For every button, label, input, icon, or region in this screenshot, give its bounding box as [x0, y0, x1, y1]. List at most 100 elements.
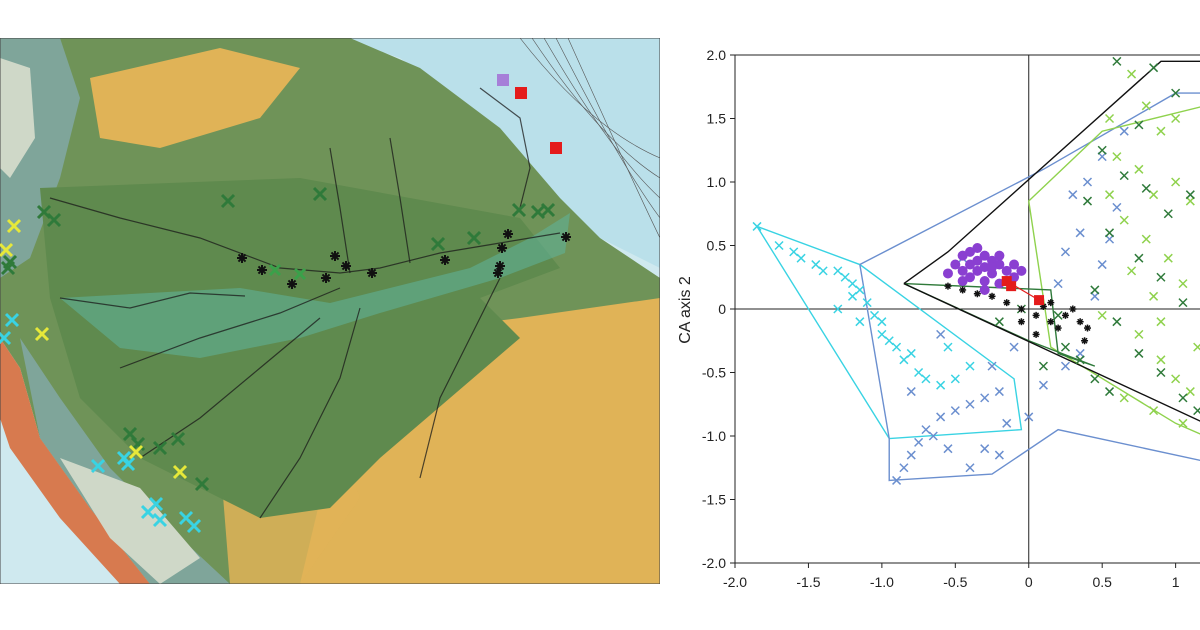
point-x-dark_green [1082, 196, 1093, 206]
map-star-marker [330, 251, 340, 261]
map-star-marker [495, 261, 505, 271]
point-x-blue [1119, 126, 1129, 136]
x-tick-label: -0.5 [943, 574, 967, 590]
river-line [139, 317, 321, 459]
map-x-marker [0, 242, 14, 258]
y-tick-label: -0.5 [702, 365, 726, 381]
point-x-dark_green [1038, 361, 1048, 371]
point-x-dark_green [1163, 209, 1173, 219]
point-x-cyan [840, 272, 850, 282]
point-x-blue [965, 463, 975, 473]
point-x-light_green [1112, 152, 1122, 162]
point-x-light_green [1149, 291, 1159, 301]
y-tick-label: 0.5 [707, 238, 727, 254]
point-star-black [1032, 311, 1040, 319]
point-x-light_green [1171, 374, 1181, 384]
point-x-light_green [1119, 215, 1129, 225]
point-x-cyan [943, 342, 953, 352]
point-x-blue [987, 361, 997, 371]
point-x-blue [906, 387, 916, 397]
point-x-cyan [877, 317, 887, 327]
point-x-dark_green [1156, 272, 1166, 282]
point-x-blue [1053, 279, 1063, 289]
map-x-marker [6, 218, 22, 234]
point-x-blue [899, 463, 909, 473]
point-x-dark_green [1178, 393, 1188, 403]
point-x-dark_green [1097, 145, 1107, 155]
andes-coast [0, 338, 150, 584]
point-x-light_green [1156, 355, 1166, 365]
point-x-cyan [855, 285, 865, 295]
map-square-marker [550, 142, 562, 154]
river-line [329, 147, 351, 274]
point-x-light_green [1149, 190, 1159, 200]
point-x-cyan [884, 336, 894, 346]
river-line [59, 292, 246, 309]
point-x-blue [994, 450, 1004, 460]
point-x-light_green [1156, 126, 1166, 136]
point-circle-purple [979, 250, 990, 261]
point-x-light_green [1178, 279, 1188, 289]
point-x-cyan [862, 298, 872, 308]
map-star-marker [561, 232, 571, 242]
map-x-marker [128, 444, 144, 460]
point-circle-purple [1016, 265, 1027, 276]
point-circle-purple [972, 265, 983, 276]
y-tick-label: 0 [718, 301, 726, 317]
floodplain [60, 213, 570, 358]
point-circle-purple [979, 276, 990, 287]
point-x-light_green [1097, 310, 1107, 320]
x-tick-label: -1.0 [870, 574, 894, 590]
point-star-black [1032, 330, 1040, 338]
map-x-marker [312, 186, 328, 202]
point-star-black [1054, 324, 1062, 332]
point-x-blue [1075, 228, 1085, 238]
point-x-blue [965, 399, 975, 409]
point-circle-purple [1009, 259, 1020, 270]
point-x-cyan [855, 317, 865, 327]
point-x-blue [1038, 380, 1048, 390]
map-star-marker [257, 265, 267, 275]
point-x-blue [914, 437, 924, 447]
point-circle-purple [965, 272, 975, 283]
river-line [389, 137, 411, 264]
point-x-dark_green [1075, 355, 1085, 365]
point-x-cyan [892, 342, 902, 352]
map-x-marker [34, 326, 50, 342]
map-x-marker [4, 312, 20, 328]
point-x-cyan [811, 260, 821, 270]
point-x-blue [980, 393, 990, 403]
point-x-blue [1009, 342, 1019, 352]
map-x-marker [152, 440, 168, 456]
point-x-light_green [1163, 253, 1173, 263]
point-x-dark_green [1105, 228, 1115, 238]
point-x-cyan [936, 380, 946, 390]
point-x-dark_green [1112, 317, 1122, 327]
point-circle-purple [957, 276, 968, 287]
bathymetry-contour [567, 38, 660, 239]
point-x-cyan [796, 253, 806, 263]
x-tick-label: -1.5 [796, 574, 820, 590]
andes-highlands [60, 458, 200, 584]
point-x-blue [1097, 260, 1107, 270]
point-star-black [1017, 305, 1025, 313]
bathymetry-contour [555, 38, 660, 219]
point-x-blue [943, 444, 953, 454]
point-circle-purple [979, 284, 990, 295]
point-circle-purple [1001, 265, 1012, 276]
hull-blue [859, 92, 1200, 482]
red-link-line [1006, 280, 1040, 301]
point-x-light_green [1149, 406, 1159, 416]
point-star-black [1084, 324, 1091, 332]
point-x-light_green [1127, 69, 1137, 79]
point-x-cyan [914, 367, 924, 378]
map-x-marker [172, 464, 188, 480]
y-tick-label: 2.0 [707, 47, 727, 63]
river-plume [340, 38, 660, 268]
hull-light_green [1028, 106, 1200, 435]
map-star-marker [493, 268, 503, 278]
river-line [259, 307, 361, 519]
y-tick-label: -2.0 [702, 555, 726, 571]
river-line [119, 287, 341, 369]
point-x-light_green [1134, 329, 1144, 339]
